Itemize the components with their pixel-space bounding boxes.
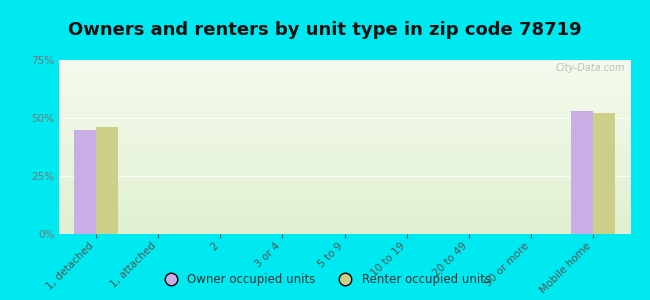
Bar [571,111,593,234]
Bar [593,113,615,234]
Legend: Owner occupied units, Renter occupied units: Owner occupied units, Renter occupied un… [154,269,496,291]
Text: Owners and renters by unit type in zip code 78719: Owners and renters by unit type in zip c… [68,21,582,39]
Bar [96,127,118,234]
Bar [74,130,96,234]
Text: City-Data.com: City-Data.com [555,64,625,74]
